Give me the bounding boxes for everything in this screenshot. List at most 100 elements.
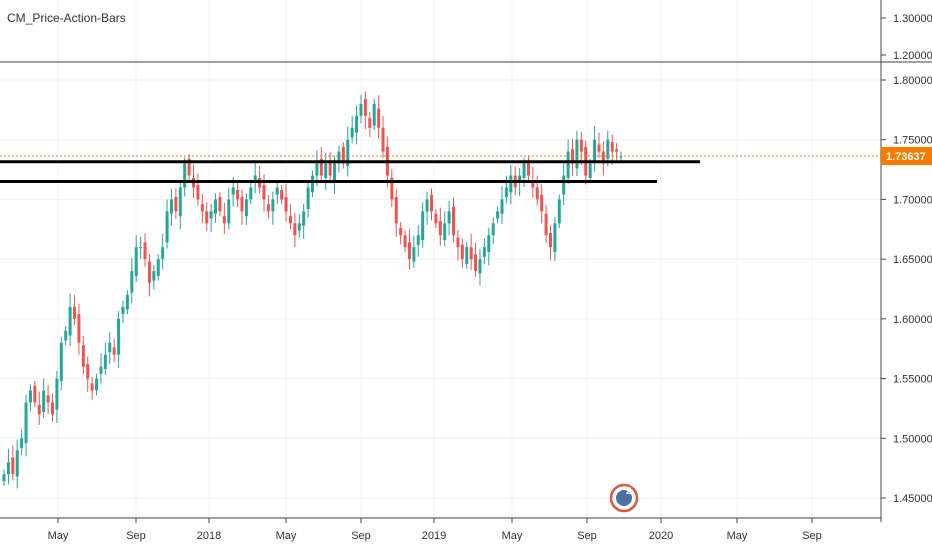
candle	[236, 180, 240, 208]
candle-body	[28, 390, 32, 403]
candle-body	[86, 364, 90, 379]
candle	[222, 202, 226, 234]
candle	[68, 293, 72, 347]
candle-body	[548, 232, 552, 248]
candle	[491, 217, 495, 245]
candle	[42, 378, 46, 419]
candle	[2, 469, 6, 487]
candle-body	[15, 450, 19, 477]
candle	[597, 132, 601, 158]
candle	[50, 393, 54, 423]
candle	[258, 165, 262, 194]
candle	[601, 141, 605, 176]
candle-body	[147, 261, 151, 284]
candle-body	[619, 156, 623, 158]
candle	[121, 300, 125, 324]
candle-body	[262, 185, 266, 200]
candle	[6, 448, 10, 485]
candle	[143, 233, 147, 267]
candle	[610, 134, 614, 166]
indicator-title[interactable]: CM_Price-Action-Bars	[7, 11, 126, 25]
drawn-lines[interactable]	[0, 155, 881, 184]
candle	[139, 236, 143, 260]
candle-body	[209, 211, 213, 219]
time-tick-label: Sep	[351, 530, 371, 542]
price-tick-label: 1.50000	[893, 433, 932, 445]
candle-body	[324, 163, 328, 178]
candle-body	[487, 235, 491, 252]
candle	[205, 202, 209, 231]
candle	[553, 217, 557, 262]
price-axis[interactable]: 1.80000 1.75000 1.70000 1.65000 1.60000 1.550…	[881, 75, 932, 505]
candle-body	[478, 259, 482, 274]
candle-body	[236, 189, 240, 200]
candle	[438, 207, 442, 246]
candle-body	[394, 197, 398, 224]
candle	[227, 187, 231, 230]
candle-body	[597, 144, 601, 152]
candle	[390, 168, 394, 208]
candle-body	[306, 187, 310, 209]
grid	[0, 0, 881, 518]
candle-body	[24, 402, 28, 444]
price-tick-label: 1.55000	[893, 374, 932, 386]
candle	[482, 238, 486, 265]
candle	[363, 91, 367, 130]
candle	[593, 126, 597, 172]
candle	[112, 338, 116, 363]
time-tick-label: 2019	[422, 530, 446, 542]
candle-body	[341, 146, 345, 164]
candle-body	[346, 139, 350, 166]
candle-body	[33, 385, 37, 403]
candle	[15, 439, 19, 489]
candle-body	[469, 247, 473, 260]
candle	[324, 153, 328, 190]
candle-body	[143, 242, 147, 260]
candle-body	[244, 199, 248, 217]
candle	[368, 112, 372, 137]
candle-body	[240, 197, 244, 212]
candle	[59, 336, 63, 391]
candle-body	[178, 187, 182, 217]
candle	[579, 132, 583, 166]
time-axis[interactable]: May Sep 2018 May Sep 2019 May Sep 2020 May Sep	[48, 518, 822, 542]
time-tick-label: Sep	[577, 530, 597, 542]
candle	[341, 142, 345, 169]
candle-body	[187, 158, 191, 176]
candle	[77, 303, 81, 355]
candle-body	[59, 342, 63, 381]
candle-body	[95, 378, 99, 391]
candle	[196, 173, 200, 206]
candle-body	[553, 223, 557, 252]
candle-body	[165, 211, 169, 243]
candle	[328, 152, 332, 184]
candle-body	[381, 127, 385, 152]
candle-body	[293, 223, 297, 236]
candle	[64, 326, 68, 346]
events-badge[interactable]: 2	[609, 483, 639, 513]
candle-body	[333, 163, 337, 181]
candle	[253, 162, 257, 194]
candle	[183, 157, 187, 197]
candle-body	[20, 438, 24, 448]
candle-body	[372, 103, 376, 126]
candle-body	[452, 206, 456, 236]
candle-body	[174, 197, 178, 212]
candle-body	[280, 189, 284, 200]
candle-body	[42, 390, 46, 413]
candle	[407, 229, 411, 270]
candle	[33, 380, 37, 408]
candle-body	[359, 103, 363, 116]
candle-body	[399, 228, 403, 236]
candle	[293, 212, 297, 248]
candle-body	[601, 151, 605, 164]
candle-body	[337, 151, 341, 164]
candle-body	[99, 366, 103, 374]
candle	[178, 179, 182, 230]
candle	[496, 206, 500, 224]
candle-body	[218, 197, 222, 212]
candle-body	[64, 330, 68, 341]
candle	[615, 143, 619, 161]
